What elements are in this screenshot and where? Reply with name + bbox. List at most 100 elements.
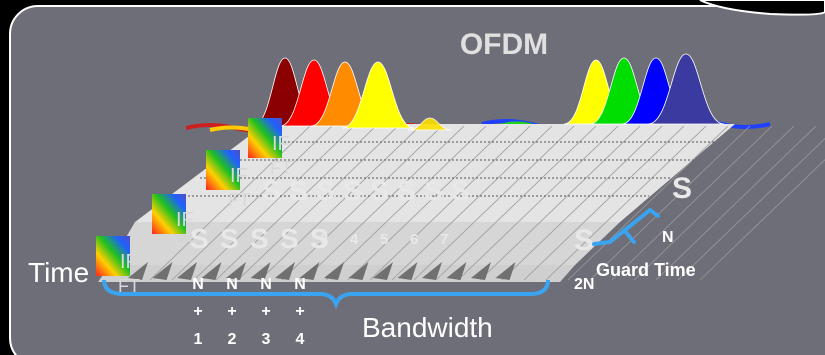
ifft-label: IF bbox=[230, 165, 248, 187]
hatch-line bbox=[413, 125, 575, 281]
time-arrow bbox=[152, 262, 173, 280]
hatch-line bbox=[655, 125, 817, 281]
symbol-s: S bbox=[190, 223, 209, 254]
guard-time-label: Guard Time bbox=[596, 260, 696, 280]
symbol-index: 4 bbox=[350, 231, 359, 248]
plane-top-band bbox=[135, 124, 735, 222]
time-arrow bbox=[373, 262, 393, 280]
subcarrier-peak bbox=[647, 53, 725, 125]
time-arrow bbox=[397, 262, 418, 280]
hatch-line bbox=[545, 125, 707, 281]
ifft-block bbox=[206, 150, 240, 190]
symbol-s-right-front: S bbox=[574, 224, 594, 257]
hatch-line bbox=[611, 125, 773, 281]
time-arrow bbox=[348, 262, 369, 280]
symbol-index-row: 3 4 5 6 7 bbox=[320, 231, 448, 248]
index-label: 1 bbox=[194, 331, 203, 348]
symbol-s: S bbox=[451, 175, 470, 206]
hatch-line bbox=[303, 125, 465, 281]
hatch-line bbox=[501, 125, 663, 281]
hatch-line bbox=[677, 137, 825, 281]
hatch-line bbox=[259, 125, 421, 281]
index-label: 3 bbox=[262, 331, 271, 348]
plane-hatching bbox=[149, 125, 825, 281]
n-plus-columns: N +1 N +2 N +3 N +4 bbox=[192, 276, 306, 348]
time-arrow bbox=[495, 262, 516, 280]
hatch-line bbox=[523, 125, 685, 281]
ifft-block bbox=[96, 236, 130, 276]
symbol-s: S bbox=[397, 175, 416, 206]
time-arrow bbox=[128, 262, 148, 280]
hatch-line bbox=[435, 125, 597, 281]
subcarrier-peaks bbox=[252, 53, 725, 131]
hatch-line bbox=[215, 125, 377, 281]
ifft-block bbox=[248, 118, 282, 158]
plus-label: + bbox=[227, 303, 236, 320]
ifft-label: FT bbox=[228, 190, 250, 210]
plus-label: + bbox=[295, 303, 304, 320]
symbol-index: 6 bbox=[410, 231, 418, 248]
n-label: N bbox=[294, 276, 306, 293]
symbol-s: S bbox=[262, 175, 281, 206]
subcarrier-peak bbox=[341, 61, 415, 129]
symbol-s: S bbox=[370, 175, 389, 206]
ifft-label: IF bbox=[120, 251, 138, 273]
ifft-block bbox=[152, 194, 186, 234]
time-arrow bbox=[250, 262, 271, 280]
time-axis-label: Time bbox=[28, 257, 89, 288]
time-arrow bbox=[471, 262, 491, 280]
n-label-right: N bbox=[662, 229, 674, 246]
ifft-label: FT bbox=[270, 158, 292, 178]
index-label: 2 bbox=[228, 331, 237, 348]
plane-dotted-lines bbox=[176, 141, 715, 197]
plus-label: + bbox=[193, 303, 202, 320]
hatch-line bbox=[391, 125, 553, 281]
hatch-line bbox=[149, 125, 311, 281]
ifft-label: FT bbox=[174, 234, 196, 254]
hatch-line bbox=[369, 125, 531, 281]
hatch-line bbox=[193, 125, 355, 281]
time-frequency-plane bbox=[98, 124, 825, 282]
symbol-s-right-top: S bbox=[672, 172, 692, 205]
plane-front-band bbox=[110, 222, 620, 265]
time-arrow bbox=[275, 262, 295, 280]
time-arrow bbox=[446, 262, 467, 280]
time-arrow bbox=[177, 262, 197, 280]
ifft-label: FT bbox=[118, 276, 140, 296]
bandwidth-axis-label: Bandwidth bbox=[362, 312, 493, 343]
symbol-s: S bbox=[316, 175, 335, 206]
hatch-line bbox=[479, 125, 641, 281]
hatch-line bbox=[237, 125, 399, 281]
time-arrow bbox=[299, 262, 320, 280]
symbol-s: S bbox=[280, 223, 299, 254]
n-label: N bbox=[260, 276, 272, 293]
diagram-title: OFDM bbox=[460, 28, 548, 61]
symbol-index: 7 bbox=[440, 231, 448, 248]
symbol-s: S bbox=[343, 175, 362, 206]
hatch-line bbox=[281, 125, 443, 281]
symbol-s: S bbox=[220, 223, 239, 254]
n-label: N bbox=[226, 276, 238, 293]
hatch-line bbox=[171, 125, 333, 281]
two-n-label: 2N bbox=[574, 276, 594, 293]
symbol-s: S bbox=[424, 175, 443, 206]
symbol-s: S bbox=[310, 223, 329, 254]
time-arrow bbox=[226, 262, 246, 280]
time-arrow bbox=[422, 262, 442, 280]
plus-label: + bbox=[261, 303, 270, 320]
time-arrows bbox=[128, 262, 516, 280]
bandwidth-brace bbox=[102, 279, 550, 310]
guard-time-bracket bbox=[592, 208, 660, 246]
symbol-s: S bbox=[250, 223, 269, 254]
index-label: 4 bbox=[296, 331, 305, 348]
ifft-label: IF bbox=[272, 133, 290, 155]
hatch-line bbox=[699, 159, 825, 281]
hatch-line bbox=[589, 125, 751, 281]
corner-notch bbox=[699, 0, 825, 16]
ifft-blocks: IF FT IF FT IF FT IF FT bbox=[96, 118, 292, 296]
n-label: N bbox=[192, 276, 204, 293]
symbol-index: 5 bbox=[380, 231, 388, 248]
